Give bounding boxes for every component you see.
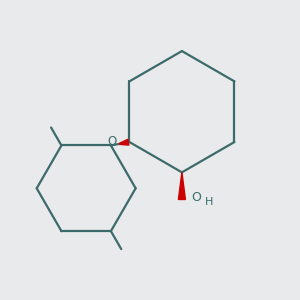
Text: O: O xyxy=(191,191,201,204)
Text: H: H xyxy=(205,197,214,207)
Polygon shape xyxy=(178,172,185,200)
Text: O: O xyxy=(107,135,116,148)
